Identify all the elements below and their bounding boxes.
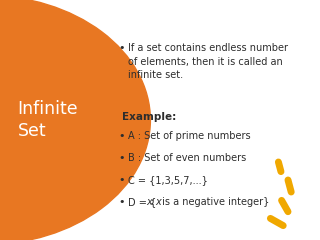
Circle shape — [0, 0, 150, 240]
Text: B : Set of even numbers: B : Set of even numbers — [128, 153, 246, 163]
Text: A : Set of prime numbers: A : Set of prime numbers — [128, 131, 251, 141]
Text: Example:: Example: — [122, 112, 176, 122]
Text: x: x — [147, 197, 152, 207]
Text: •: • — [118, 175, 125, 185]
Text: x: x — [155, 197, 161, 207]
Text: If a set contains endless number
of elements, then it is called an
infinite set.: If a set contains endless number of elem… — [128, 43, 288, 80]
Text: Infinite
Set: Infinite Set — [18, 100, 78, 140]
Text: is a negative integer}: is a negative integer} — [159, 197, 270, 207]
Text: •: • — [118, 197, 125, 207]
Text: •: • — [118, 43, 125, 53]
Text: :: : — [151, 197, 154, 207]
Text: C = {1,3,5,7,...}: C = {1,3,5,7,...} — [128, 175, 208, 185]
Text: •: • — [118, 131, 125, 141]
Text: D = {: D = { — [128, 197, 156, 207]
Text: •: • — [118, 153, 125, 163]
